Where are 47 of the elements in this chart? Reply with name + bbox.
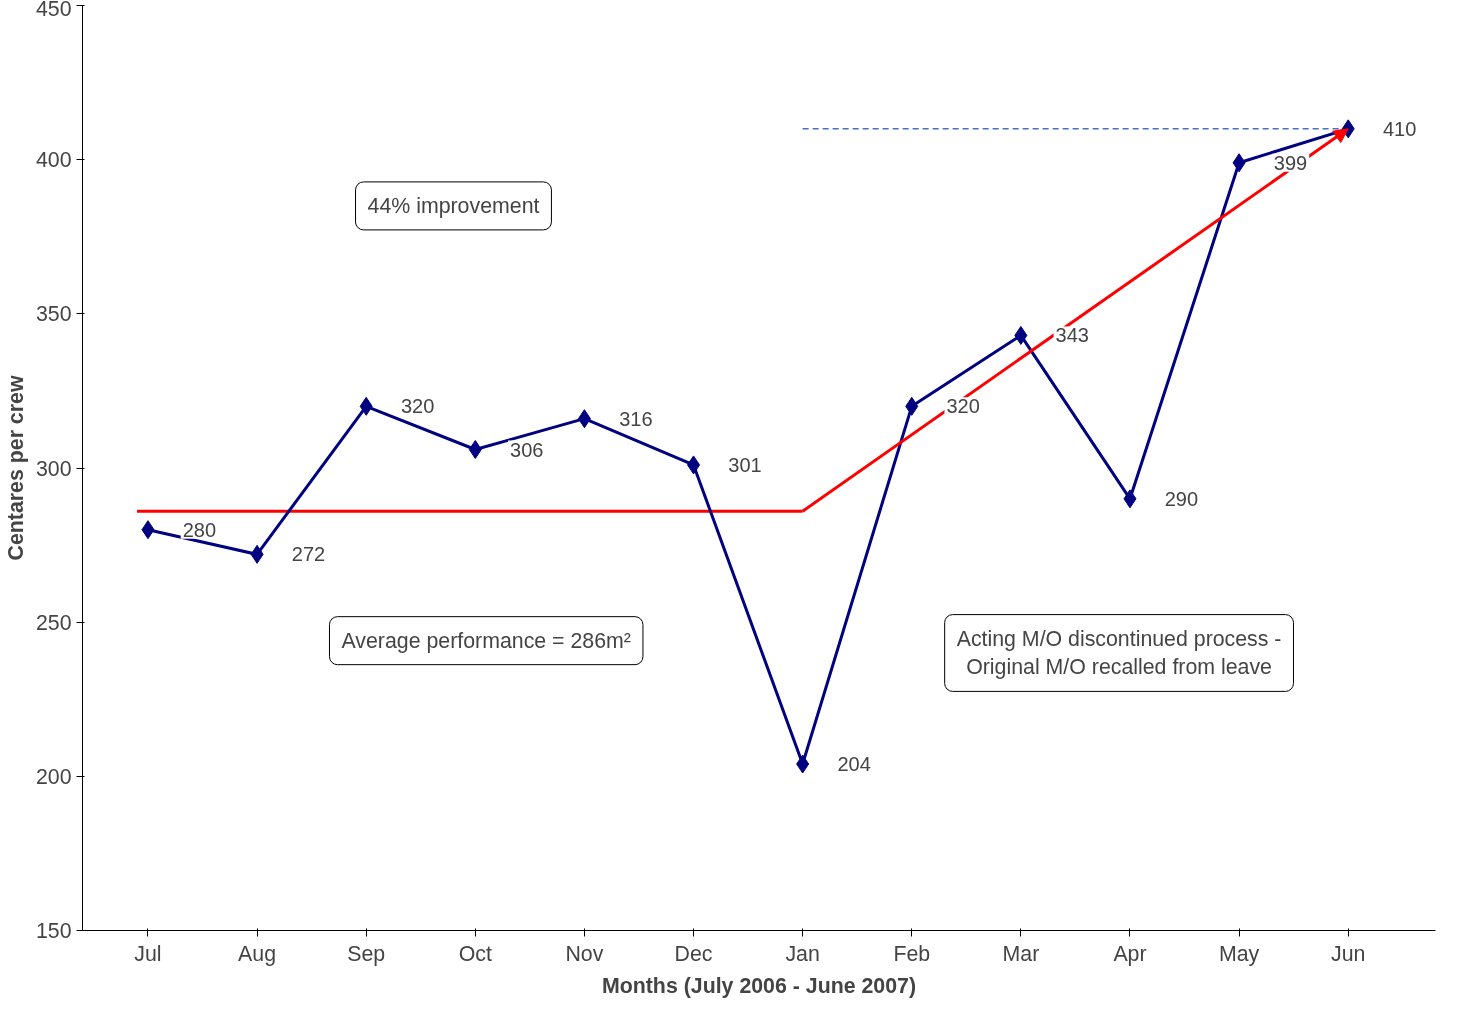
- y-tick-label: 300: [35, 456, 72, 481]
- y-tick-label: 150: [35, 919, 72, 943]
- data-label: 316: [619, 407, 653, 430]
- y-tick-label: 200: [35, 764, 72, 789]
- point: [141, 520, 155, 540]
- point: [796, 754, 810, 774]
- data-label: 272: [291, 543, 326, 566]
- data-label: 410: [1382, 117, 1417, 140]
- data-label: 306: [510, 438, 544, 461]
- annotation: Acting M/O discontinued process - Original M/O recalled from leave: [956, 626, 1282, 680]
- x-tick-label: Dec: [674, 941, 713, 966]
- annotation: Average performance = 286m²: [341, 628, 631, 653]
- x-tick-label: Jul: [134, 941, 162, 966]
- point: [905, 396, 919, 416]
- x-tick-label: Sep: [347, 941, 386, 966]
- x-tick-label: Feb: [893, 941, 931, 966]
- point: [250, 544, 264, 564]
- x-tick-label: Mar: [1002, 941, 1040, 966]
- point: [468, 440, 482, 459]
- point: [1014, 325, 1028, 345]
- x-tick-label: Oct: [458, 941, 492, 966]
- data-label: 204: [837, 753, 871, 775]
- annotation: 44% improvement: [367, 193, 540, 218]
- point: [359, 396, 373, 416]
- x-tick-label: May: [1218, 941, 1260, 966]
- data-label: 290: [1164, 487, 1199, 510]
- point: [687, 455, 701, 475]
- x-tick-label: Jun: [1331, 941, 1366, 966]
- y-tick-label: 450: [35, 0, 72, 21]
- point: [577, 409, 591, 429]
- point: [1232, 153, 1246, 173]
- y-tick-label: 400: [35, 148, 72, 173]
- x-axis-title: Months (July 2006 - June 2007): [601, 973, 917, 998]
- x-tick-label: Nov: [565, 941, 604, 966]
- y-tick-label: 350: [35, 302, 72, 327]
- y-axis-title: Centares per crew: [3, 375, 28, 561]
- point: [1123, 489, 1137, 509]
- data-label: 399: [1273, 151, 1308, 174]
- x-tick-label: Apr: [1113, 941, 1147, 966]
- data-label: 301: [728, 453, 762, 476]
- data-label: 320: [400, 395, 435, 418]
- data-label: 320: [946, 395, 980, 418]
- data-label: 280: [182, 518, 217, 541]
- data-label: 343: [1055, 324, 1089, 347]
- x-tick-label: Aug: [238, 941, 277, 966]
- y-tick-label: 250: [35, 610, 72, 635]
- x-tick-label: Jan: [785, 941, 820, 966]
